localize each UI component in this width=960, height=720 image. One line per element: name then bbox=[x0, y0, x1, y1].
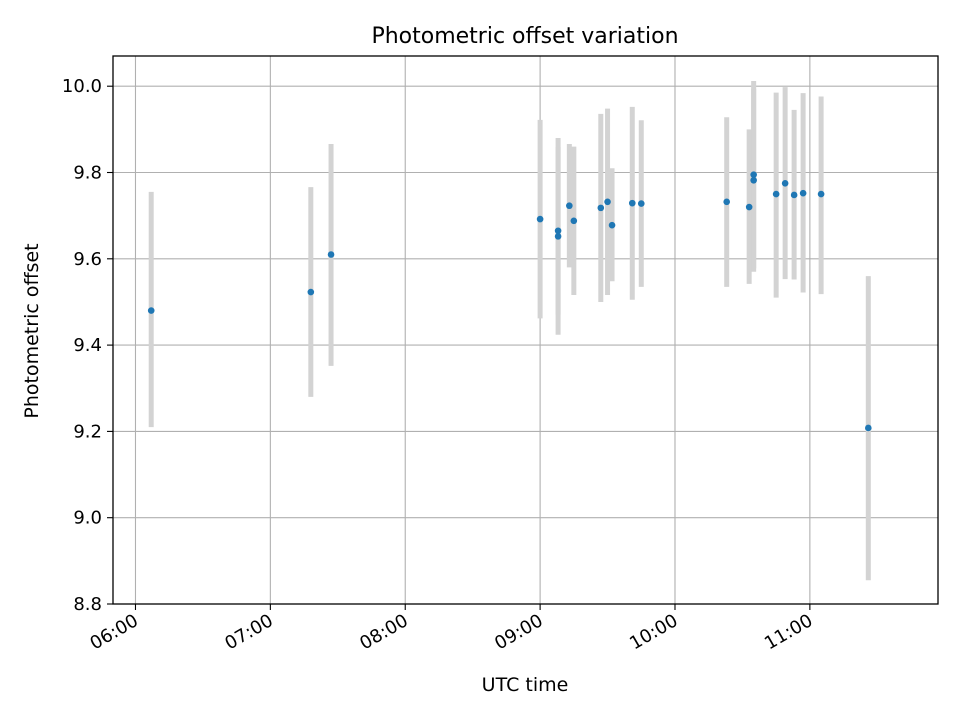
y-tick-label: 8.8 bbox=[73, 594, 102, 615]
y-tick-label: 9.6 bbox=[73, 249, 102, 270]
data-point bbox=[799, 189, 807, 197]
plot-frame bbox=[112, 55, 939, 605]
y-tick-label: 9.8 bbox=[73, 163, 102, 184]
data-point bbox=[750, 176, 757, 184]
data-point bbox=[790, 191, 798, 199]
data-point bbox=[307, 288, 315, 296]
data-point bbox=[566, 202, 573, 210]
data-point bbox=[865, 424, 872, 432]
x-axis-title: UTC time bbox=[482, 674, 569, 696]
y-tick-label: 9.2 bbox=[73, 421, 102, 442]
data-point bbox=[570, 217, 578, 225]
data-point bbox=[554, 233, 562, 240]
data-point bbox=[723, 198, 730, 206]
data-point bbox=[628, 199, 636, 207]
y-axis-title: Photometric offset bbox=[21, 243, 43, 418]
data-point bbox=[772, 190, 780, 198]
y-tick-label: 10.0 bbox=[62, 76, 102, 97]
data-point bbox=[604, 198, 611, 206]
data-point bbox=[781, 179, 789, 187]
data-point bbox=[745, 203, 753, 211]
data-point bbox=[327, 251, 335, 258]
data-point bbox=[147, 307, 155, 314]
y-tick-label: 9.0 bbox=[73, 508, 102, 529]
data-point bbox=[817, 190, 825, 198]
data-point bbox=[608, 221, 616, 229]
y-tick-label: 9.4 bbox=[73, 335, 102, 356]
chart-title: Photometric offset variation bbox=[371, 24, 678, 49]
grid bbox=[113, 56, 938, 605]
y-axis-ticks: 8.8 9.0 9.2 9.4 9.6 9.8 10.0 bbox=[62, 76, 113, 615]
data-point bbox=[554, 227, 562, 235]
data-point bbox=[637, 200, 645, 207]
data-points bbox=[147, 171, 872, 432]
data-point bbox=[750, 171, 757, 178]
data-point bbox=[536, 215, 544, 223]
data-point bbox=[597, 204, 605, 212]
